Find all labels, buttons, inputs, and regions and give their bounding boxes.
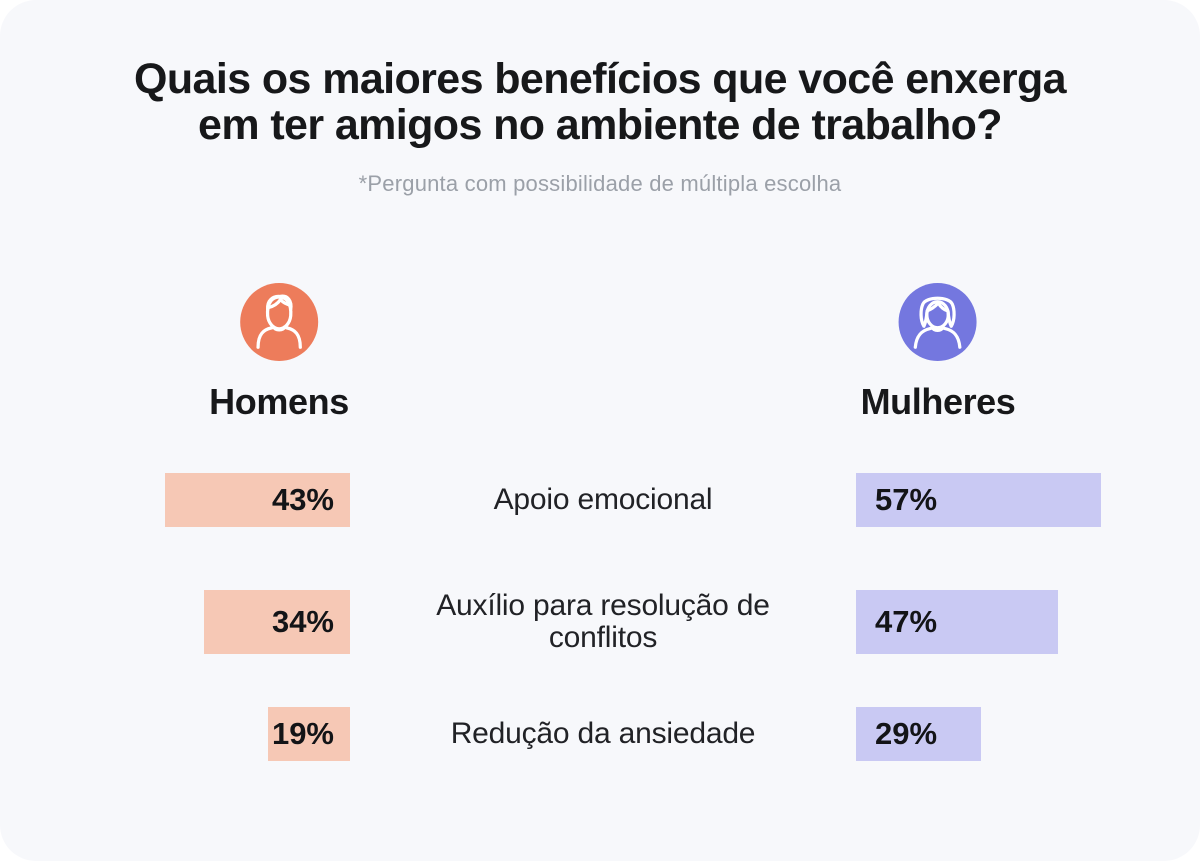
category-label: Auxílio para resolução de conflitos xyxy=(436,589,770,654)
legend-men: Homens xyxy=(209,283,349,423)
man-avatar-icon xyxy=(239,283,318,361)
women-bar: 29% xyxy=(856,707,981,761)
women-bar-value: 47% xyxy=(875,604,938,639)
women-bar: 57% xyxy=(856,473,1102,527)
legend-women-label: Mulheres xyxy=(860,381,1016,422)
men-bar-zone: 19% xyxy=(0,707,350,761)
women-bar-zone: 57% xyxy=(856,473,1200,527)
legend-women: Mulheres xyxy=(861,283,1016,423)
category-label: Apoio emocional xyxy=(493,483,713,516)
women-bar: 47% xyxy=(856,590,1059,654)
legend-men-label: Homens xyxy=(209,381,349,422)
men-bar-zone: 34% xyxy=(0,590,350,654)
women-bar-zone: 29% xyxy=(856,707,1200,761)
question-footnote: *Pergunta com possibilidade de múltipla … xyxy=(358,170,842,196)
chart-rows: 43% Apoio emocional 57% 34% Auxílio para… xyxy=(0,473,1200,824)
men-bar: 19% xyxy=(268,707,350,761)
chart-row-resolucao-conflitos: 34% Auxílio para resolução de conflitos … xyxy=(0,590,1200,654)
women-bar-value: 29% xyxy=(875,716,938,751)
chart-row-reducao-ansiedade: 19% Redução da ansiedade 29% xyxy=(0,707,1200,761)
men-bar-value: 34% xyxy=(271,604,334,639)
women-bar-value: 57% xyxy=(875,482,938,517)
men-bar-zone: 43% xyxy=(0,473,350,527)
men-bar: 43% xyxy=(165,473,350,527)
men-bar-value: 19% xyxy=(271,716,334,751)
category-label: Redução da ansiedade xyxy=(450,717,756,750)
page-title: Quais os maiores benefícios que você enx… xyxy=(134,55,1067,150)
chart-row-apoio-emocional: 43% Apoio emocional 57% xyxy=(0,473,1200,527)
men-bar-value: 43% xyxy=(271,482,334,517)
women-bar-zone: 47% xyxy=(856,590,1200,654)
men-bar: 34% xyxy=(203,590,350,654)
woman-avatar-icon xyxy=(898,283,977,361)
